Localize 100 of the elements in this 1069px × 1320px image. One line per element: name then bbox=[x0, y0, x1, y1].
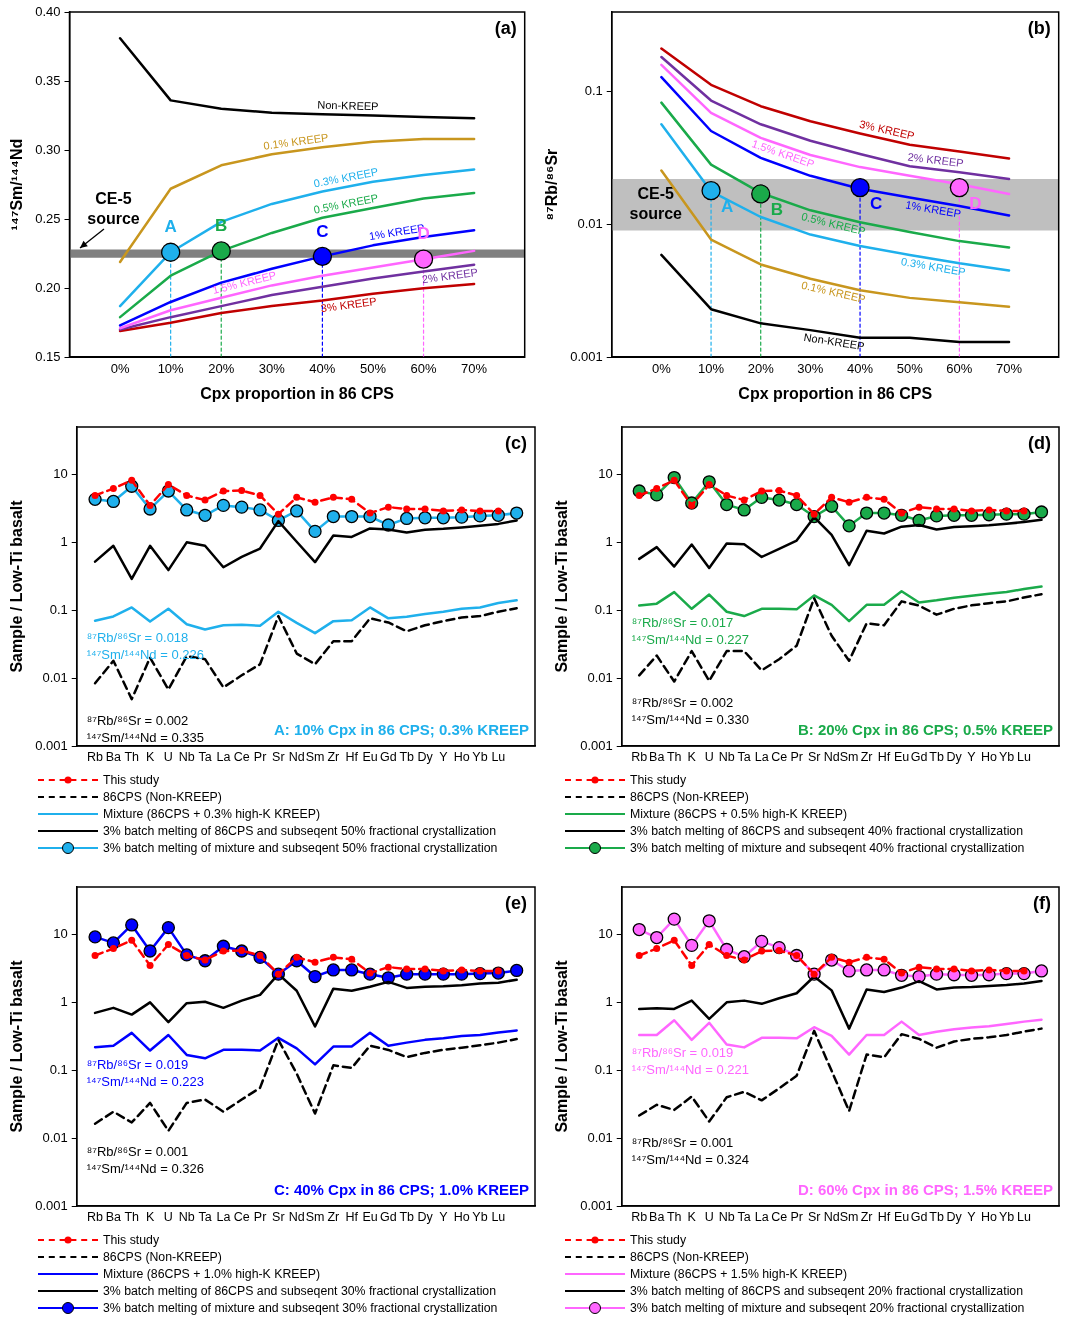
y-tick-label: 0.001 bbox=[570, 348, 603, 364]
x-tick-label: Ta bbox=[198, 1209, 212, 1224]
x-tick-label: Rb bbox=[87, 749, 104, 764]
x-tick-label: Hf bbox=[345, 749, 359, 764]
annotation: ⁸⁷Rb/⁸⁶Sr = 0.001 bbox=[86, 1144, 189, 1160]
x-tick-label: La bbox=[216, 1209, 231, 1224]
x-tick-label: Nb bbox=[178, 1209, 195, 1224]
x-tick-label: K bbox=[687, 1209, 697, 1224]
text: 3% KREEP bbox=[858, 117, 916, 142]
legend-label: 3% batch melting of 86CPS and subseqent 40% fractional crystallization bbox=[630, 823, 1024, 838]
x-tick-label: 70% bbox=[461, 360, 488, 376]
legend-label: 3% batch melting of 86CPS and subseqent 20% fractional crystallization bbox=[630, 1283, 1024, 1298]
x-tick-label: Ba bbox=[105, 1209, 122, 1224]
text: 1% KREEP bbox=[904, 198, 962, 220]
x-tick-label: Tb bbox=[929, 749, 944, 764]
legend-label: 86CPS (Non-KREEP) bbox=[103, 1249, 222, 1264]
x-tick-label: Yb bbox=[472, 1209, 488, 1224]
x-tick-label: U bbox=[704, 1209, 714, 1224]
x-tick-label: Lu bbox=[1017, 1209, 1032, 1224]
annotation: ⁸⁷Rb/⁸⁶Sr = 0.018 bbox=[86, 630, 189, 646]
x-tick-label: 10% bbox=[698, 360, 725, 376]
annotation: D: 60% Cpx in 86 CPS; 1.5% KREEP bbox=[797, 1180, 1053, 1198]
x-tick-label: Rb bbox=[631, 749, 648, 764]
text: 0.3% KREEP bbox=[312, 165, 380, 190]
legend-label: Mixture (86CPS + 1.0% high-K KREEP) bbox=[103, 1266, 320, 1281]
annotation: ¹⁴⁷Sm/¹⁴⁴Nd = 0.223 bbox=[86, 1073, 204, 1089]
legend-label: This study bbox=[630, 1232, 687, 1247]
x-tick-label: 20% bbox=[747, 360, 775, 376]
y-tick-label: 0.01 bbox=[587, 669, 613, 685]
annotation: ¹⁴⁷Sm/¹⁴⁴Nd = 0.227 bbox=[631, 632, 749, 648]
annotation: ⁸⁷Rb/⁸⁶Sr = 0.002 bbox=[86, 712, 189, 728]
x-tick-label: Nb bbox=[718, 749, 735, 764]
y-axis-title: Sample / Low-Ti basalt bbox=[8, 499, 26, 673]
x-tick-label: Tb bbox=[929, 1209, 944, 1224]
x-tick-label: Ba bbox=[649, 1209, 665, 1224]
x-tick-label: 40% bbox=[309, 360, 336, 376]
x-tick-label: Eu bbox=[362, 749, 378, 764]
x-tick-label: K bbox=[145, 749, 155, 764]
y-tick-label: 0.35 bbox=[35, 72, 61, 88]
x-tick-label: Ho bbox=[981, 749, 998, 764]
y-tick-label: 0.01 bbox=[42, 1129, 68, 1145]
annotation: ¹⁴⁷Sm/¹⁴⁴Nd = 0.221 bbox=[631, 1061, 749, 1077]
x-tick-label: Gd bbox=[380, 749, 397, 764]
x-tick-label: 30% bbox=[258, 360, 286, 376]
x-tick-label: K bbox=[145, 1209, 155, 1224]
y-tick-label: 0.1 bbox=[49, 1061, 68, 1077]
x-tick-label: Ho bbox=[453, 1209, 470, 1224]
x-tick-label: Lu bbox=[1017, 749, 1032, 764]
x-tick-label: Sm bbox=[839, 1209, 859, 1224]
text: 0.1% KREEP bbox=[262, 131, 330, 152]
chart-title: (c) bbox=[505, 432, 527, 453]
x-tick-label: Dy bbox=[946, 1209, 963, 1224]
y-tick-label: 10 bbox=[598, 466, 613, 482]
x-tick-label: Y bbox=[439, 749, 449, 764]
y-tick-label: 10 bbox=[598, 926, 613, 942]
legend-label: This study bbox=[103, 772, 160, 787]
x-tick-label: U bbox=[163, 749, 173, 764]
x-tick-label: Pr bbox=[790, 1209, 803, 1224]
x-tick-label: Zr bbox=[860, 1209, 873, 1224]
text: 0.3% KREEP bbox=[900, 255, 967, 278]
legend-label: Mixture (86CPS + 0.5% high-K KREEP) bbox=[630, 806, 847, 821]
y-tick-label: 1 bbox=[60, 993, 68, 1009]
annotation: ⁸⁷Rb/⁸⁶Sr = 0.002 bbox=[631, 695, 734, 711]
x-tick-label: Gd bbox=[910, 749, 928, 764]
x-tick-label: Sr bbox=[272, 1209, 285, 1224]
series-label: Non-KREEP bbox=[317, 98, 379, 113]
x-tick-label: 20% bbox=[208, 360, 235, 376]
x-tick-label: Sm bbox=[305, 749, 325, 764]
annotation: ¹⁴⁷Sm/¹⁴⁴Nd = 0.326 bbox=[86, 1161, 204, 1177]
y-tick-label: 0.25 bbox=[35, 210, 61, 226]
legend-label: This study bbox=[630, 772, 687, 787]
x-tick-label: 10% bbox=[157, 360, 185, 376]
y-tick-label: 0.01 bbox=[42, 669, 68, 685]
legend-label: 3% batch melting of mixture and subseqent 50% fractional crystallization bbox=[103, 840, 498, 855]
annotation: C bbox=[316, 221, 329, 241]
x-tick-label: 50% bbox=[359, 360, 387, 376]
annotation: ¹⁴⁷Sm/¹⁴⁴Nd = 0.324 bbox=[631, 1152, 749, 1168]
y-tick-label: 0.01 bbox=[577, 216, 603, 232]
x-tick-label: Th bbox=[124, 1209, 140, 1224]
y-tick-label: 0.20 bbox=[35, 279, 61, 295]
y-tick-label: 0.1 bbox=[594, 601, 613, 617]
x-tick-label: Ta bbox=[737, 749, 751, 764]
annotation: ⁸⁷Rb/⁸⁶Sr = 0.001 bbox=[631, 1135, 734, 1151]
legend-label: 3% batch melting of 86CPS and subseqent 50% fractional crystallization bbox=[103, 823, 497, 838]
y-tick-label: 0.01 bbox=[587, 1129, 613, 1145]
x-tick-label: Eu bbox=[362, 1209, 378, 1224]
x-tick-label: Ce bbox=[233, 1209, 250, 1224]
x-tick-label: U bbox=[163, 1209, 173, 1224]
x-tick-label: Eu bbox=[893, 749, 910, 764]
x-tick-label: 60% bbox=[946, 360, 973, 376]
x-tick-label: 70% bbox=[996, 360, 1023, 376]
x-tick-label: La bbox=[754, 749, 769, 764]
x-tick-label: Sr bbox=[807, 1209, 821, 1224]
annotation: C bbox=[870, 193, 883, 213]
x-tick-label: Y bbox=[439, 1209, 449, 1224]
annotation: ¹⁴⁷Sm/¹⁴⁴Nd = 0.330 bbox=[631, 712, 749, 728]
x-tick-label: Sr bbox=[272, 749, 285, 764]
x-tick-label: Gd bbox=[910, 1209, 928, 1224]
annotation: ⁸⁷Rb/⁸⁶Sr = 0.017 bbox=[631, 615, 734, 631]
x-tick-label: Ba bbox=[649, 749, 665, 764]
